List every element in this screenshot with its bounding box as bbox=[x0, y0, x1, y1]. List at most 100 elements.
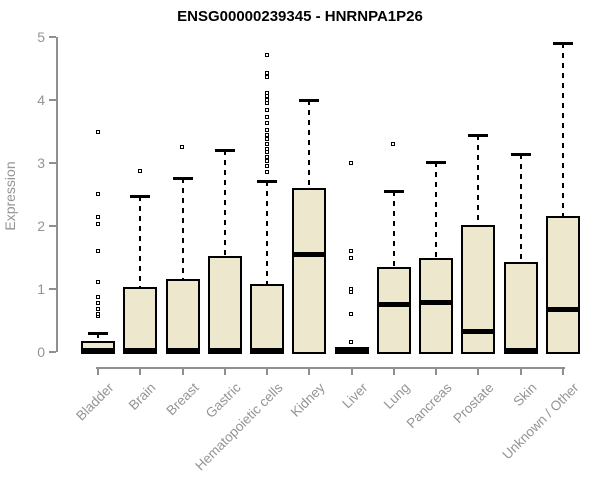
outlier-point bbox=[264, 169, 269, 174]
whisker-cap-skin bbox=[510, 152, 531, 156]
y-axis-line bbox=[56, 37, 58, 352]
outlier-point bbox=[95, 221, 100, 226]
outlier-point bbox=[95, 300, 100, 305]
box-lung bbox=[376, 266, 411, 354]
y-tick-label: 4 bbox=[37, 92, 45, 108]
whisker-cap-bladder bbox=[88, 332, 108, 336]
whisker-cap-prostate bbox=[468, 133, 489, 137]
outlier-point bbox=[180, 144, 185, 149]
outlier-point bbox=[95, 192, 100, 196]
outlier-point bbox=[95, 130, 100, 135]
median-breast bbox=[165, 348, 200, 354]
whisker-hematopoietic-cells bbox=[266, 180, 269, 286]
box-brain bbox=[123, 287, 158, 354]
whisker-cap-gastric bbox=[214, 148, 235, 152]
outlier-point bbox=[264, 71, 269, 76]
y-tick-label: 0 bbox=[37, 344, 45, 360]
outlier-point bbox=[137, 168, 142, 173]
box-prostate bbox=[461, 224, 496, 354]
whisker-cap-brain bbox=[130, 194, 151, 198]
box-pancreas bbox=[419, 258, 454, 354]
outlier-point bbox=[95, 295, 100, 300]
x-tick bbox=[392, 367, 395, 375]
outlier-point bbox=[349, 248, 354, 253]
whisker-lung bbox=[392, 190, 395, 269]
whisker-kidney bbox=[308, 100, 311, 191]
whisker-cap-pancreas bbox=[426, 160, 447, 164]
outlier-point bbox=[391, 141, 396, 146]
y-tick bbox=[49, 288, 56, 290]
whisker-cap-kidney bbox=[299, 99, 320, 102]
median-prostate bbox=[461, 329, 496, 335]
box-gastric bbox=[207, 255, 242, 354]
median-hematopoietic-cells bbox=[250, 348, 285, 354]
x-tick bbox=[223, 367, 226, 375]
median-gastric bbox=[207, 348, 242, 354]
median-unknown-other bbox=[545, 306, 580, 312]
box-breast bbox=[165, 278, 200, 354]
outlier-point bbox=[264, 164, 269, 169]
outlier-point bbox=[349, 286, 354, 291]
whisker-cap-hematopoietic-cells bbox=[257, 179, 278, 183]
x-tick bbox=[181, 367, 184, 375]
outlier-point bbox=[264, 137, 269, 142]
median-skin bbox=[503, 348, 538, 354]
x-tick bbox=[266, 367, 269, 375]
median-brain bbox=[123, 348, 158, 354]
box-kidney bbox=[292, 188, 327, 354]
y-tick bbox=[49, 162, 56, 164]
box-skin bbox=[503, 261, 538, 354]
whisker-skin bbox=[519, 153, 522, 264]
outlier-point bbox=[264, 142, 269, 147]
outlier-point bbox=[264, 132, 269, 137]
whisker-brain bbox=[139, 195, 142, 289]
whisker-pancreas bbox=[435, 161, 438, 260]
y-tick-label: 3 bbox=[37, 155, 45, 171]
x-tick bbox=[477, 367, 480, 375]
x-tick bbox=[97, 367, 99, 375]
median-liver bbox=[334, 348, 369, 354]
whisker-prostate bbox=[477, 134, 480, 227]
outlier-point bbox=[264, 114, 269, 119]
x-tick bbox=[561, 367, 564, 375]
whisker-cap-breast bbox=[172, 177, 193, 181]
chart-title: ENSG00000239345 - HNRNPA1P26 bbox=[177, 8, 423, 25]
outlier-point bbox=[264, 120, 269, 125]
x-tick bbox=[350, 367, 353, 375]
median-bladder bbox=[81, 348, 115, 354]
outlier-point bbox=[349, 311, 354, 316]
y-tick-label: 1 bbox=[37, 281, 45, 297]
box-hematopoietic-cells bbox=[250, 283, 285, 354]
whisker-gastric bbox=[223, 149, 226, 258]
median-lung bbox=[376, 301, 411, 307]
whisker-breast bbox=[181, 178, 184, 281]
outlier-point bbox=[95, 306, 100, 311]
x-tick bbox=[308, 367, 311, 375]
y-tick bbox=[49, 99, 56, 101]
y-tick bbox=[49, 225, 56, 227]
outlier-point bbox=[349, 160, 354, 165]
outlier-point bbox=[95, 248, 100, 253]
whisker-bladder bbox=[97, 333, 99, 344]
outlier-point bbox=[264, 97, 269, 102]
median-pancreas bbox=[419, 299, 454, 305]
y-tick-label: 2 bbox=[37, 218, 45, 234]
outlier-point bbox=[95, 280, 100, 285]
box-unknown-other bbox=[545, 216, 580, 354]
outlier-point bbox=[349, 256, 354, 261]
outlier-point bbox=[264, 75, 269, 80]
outlier-point bbox=[264, 159, 269, 164]
outlier-point bbox=[95, 311, 100, 316]
y-tick-label: 5 bbox=[37, 29, 45, 45]
y-axis-label: Expression bbox=[2, 161, 18, 231]
outlier-point bbox=[264, 53, 269, 58]
whisker-cap-lung bbox=[383, 189, 404, 193]
x-tick bbox=[139, 367, 142, 375]
x-axis-line bbox=[96, 367, 565, 369]
whisker-cap-unknown-other bbox=[552, 42, 573, 46]
outlier-point bbox=[349, 340, 354, 345]
outlier-point bbox=[264, 127, 269, 132]
outlier-point bbox=[264, 107, 269, 112]
y-tick bbox=[49, 36, 56, 38]
